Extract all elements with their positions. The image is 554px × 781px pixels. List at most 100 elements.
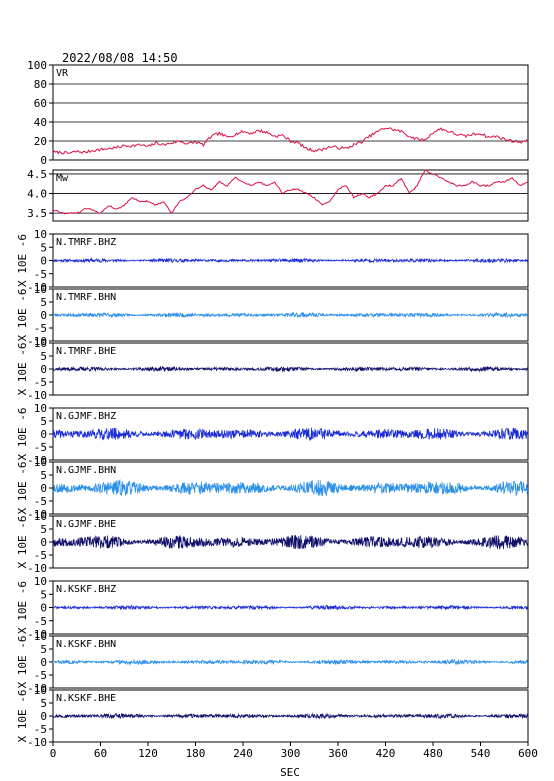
y-tick-label: 0 bbox=[40, 255, 47, 268]
x-tick-label: 600 bbox=[518, 747, 538, 760]
x-tick-label: 240 bbox=[233, 747, 253, 760]
x-tick-label: 60 bbox=[94, 747, 107, 760]
header-timestamp: 2022/08/08 14:50 bbox=[62, 51, 178, 65]
series-line-kskf-bhe bbox=[52, 712, 529, 720]
y-tick-label: 5 bbox=[40, 588, 47, 601]
x-tick-label: 180 bbox=[186, 747, 206, 760]
panel-label: N.TMRF.BHN bbox=[56, 292, 116, 303]
y-tick-label: 10 bbox=[34, 402, 47, 415]
y-tick-label: 5 bbox=[40, 523, 47, 536]
y-tick-label: 10 bbox=[34, 456, 47, 469]
y-tick-label: 40 bbox=[34, 116, 47, 129]
x-tick-label: 120 bbox=[138, 747, 158, 760]
y-tick-label: 5 bbox=[40, 415, 47, 428]
panel-vr: 0 20 40 60 80 100 VR bbox=[27, 59, 529, 167]
panel-label: Mw bbox=[56, 173, 69, 184]
y-axis-label: X 10E -6 bbox=[16, 289, 29, 342]
y-tick-label: -5 bbox=[34, 268, 47, 281]
y-tick-label: 4.5 bbox=[27, 168, 47, 181]
y-axis-label: X 10E -6 bbox=[16, 343, 29, 396]
panel-label: N.KSKF.BHE bbox=[56, 693, 116, 704]
y-tick-label: 0 bbox=[40, 656, 47, 669]
y-tick-label: -5 bbox=[34, 322, 47, 335]
y-axis-label: X 10E -6 bbox=[16, 636, 29, 689]
panel-label: N.KSKF.BHZ bbox=[56, 584, 116, 595]
x-tick-label: 540 bbox=[471, 747, 491, 760]
y-tick-label: 10 bbox=[34, 510, 47, 523]
panel-label: N.GJMF.BHE bbox=[56, 519, 116, 530]
y-tick-label: 0 bbox=[40, 602, 47, 615]
y-tick-label: 0 bbox=[40, 309, 47, 322]
y-tick-label: -5 bbox=[34, 495, 47, 508]
series-line-gjmf-bhe bbox=[52, 535, 529, 550]
panel-label: N.GJMF.BHZ bbox=[56, 411, 116, 422]
y-tick-label: -10 bbox=[27, 736, 47, 749]
y-tick-label: 3.5 bbox=[27, 207, 47, 220]
y-tick-label: 0 bbox=[40, 536, 47, 549]
y-tick-label: 5 bbox=[40, 697, 47, 710]
x-axis-label: SEC bbox=[280, 766, 300, 779]
y-tick-label: 5 bbox=[40, 350, 47, 363]
y-tick-label: -5 bbox=[34, 723, 47, 736]
panel-frame bbox=[52, 169, 529, 222]
panel-label: N.GJMF.BHN bbox=[56, 465, 116, 476]
y-tick-label: 10 bbox=[34, 575, 47, 588]
y-tick-label: 10 bbox=[34, 684, 47, 697]
y-tick-label: 5 bbox=[40, 643, 47, 656]
y-tick-label: -10 bbox=[27, 628, 47, 641]
x-tick-label: 300 bbox=[281, 747, 301, 760]
y-tick-label: -5 bbox=[34, 669, 47, 682]
y-axis-label: X 10E -6 bbox=[16, 408, 29, 461]
series-line-mw bbox=[52, 169, 529, 215]
series-line-gjmf-bhn bbox=[52, 478, 529, 497]
y-tick-label: 5 bbox=[40, 296, 47, 309]
y-tick-label: 10 bbox=[34, 630, 47, 643]
x-tick-label: 480 bbox=[423, 747, 443, 760]
y-tick-label: 0 bbox=[40, 428, 47, 441]
y-tick-label: -10 bbox=[27, 281, 47, 294]
y-tick-label: -5 bbox=[34, 441, 47, 454]
y-tick-label: 100 bbox=[27, 59, 47, 72]
y-tick-label: 0 bbox=[40, 482, 47, 495]
panel-label: N.TMRF.BHZ bbox=[56, 237, 116, 248]
series-line-tmrf-bhe bbox=[52, 365, 529, 373]
y-axis-label: X 10E -6 bbox=[16, 690, 29, 743]
series-line-tmrf-bhz bbox=[52, 257, 529, 264]
y-tick-label: 10 bbox=[34, 228, 47, 241]
series-line-vr bbox=[52, 127, 529, 155]
panel-mw: 3.5 4.0 4.5 Mw bbox=[27, 168, 529, 222]
panel-frame bbox=[52, 64, 529, 161]
x-axis: 0 60 120 180 240 300 360 420 480 540 600 bbox=[50, 742, 538, 760]
panel-label: VR bbox=[56, 68, 69, 79]
y-tick-label: 0 bbox=[40, 710, 47, 723]
y-tick-label: -5 bbox=[34, 615, 47, 628]
y-tick-label: 80 bbox=[34, 78, 47, 91]
y-tick-label: 5 bbox=[40, 469, 47, 482]
y-tick-label: 5 bbox=[40, 241, 47, 254]
y-axis-label: X 10E -6 bbox=[16, 234, 29, 287]
y-tick-label: 60 bbox=[34, 97, 47, 110]
y-tick-label: -10 bbox=[27, 682, 47, 695]
y-axis-label: X 10E -6 bbox=[16, 581, 29, 634]
series-line-gjmf-bhz bbox=[52, 427, 529, 442]
y-tick-label: -10 bbox=[27, 335, 47, 348]
series-line-kskf-bhz bbox=[52, 604, 529, 611]
series-line-kskf-bhn bbox=[52, 658, 529, 666]
y-tick-label: 10 bbox=[34, 283, 47, 296]
x-tick-label: 0 bbox=[50, 747, 57, 760]
y-tick-label: 10 bbox=[34, 337, 47, 350]
y-tick-label: -10 bbox=[27, 389, 47, 402]
y-tick-label: -10 bbox=[27, 562, 47, 575]
panel-label: N.KSKF.BHN bbox=[56, 639, 116, 650]
y-tick-label: 4.0 bbox=[27, 188, 47, 201]
